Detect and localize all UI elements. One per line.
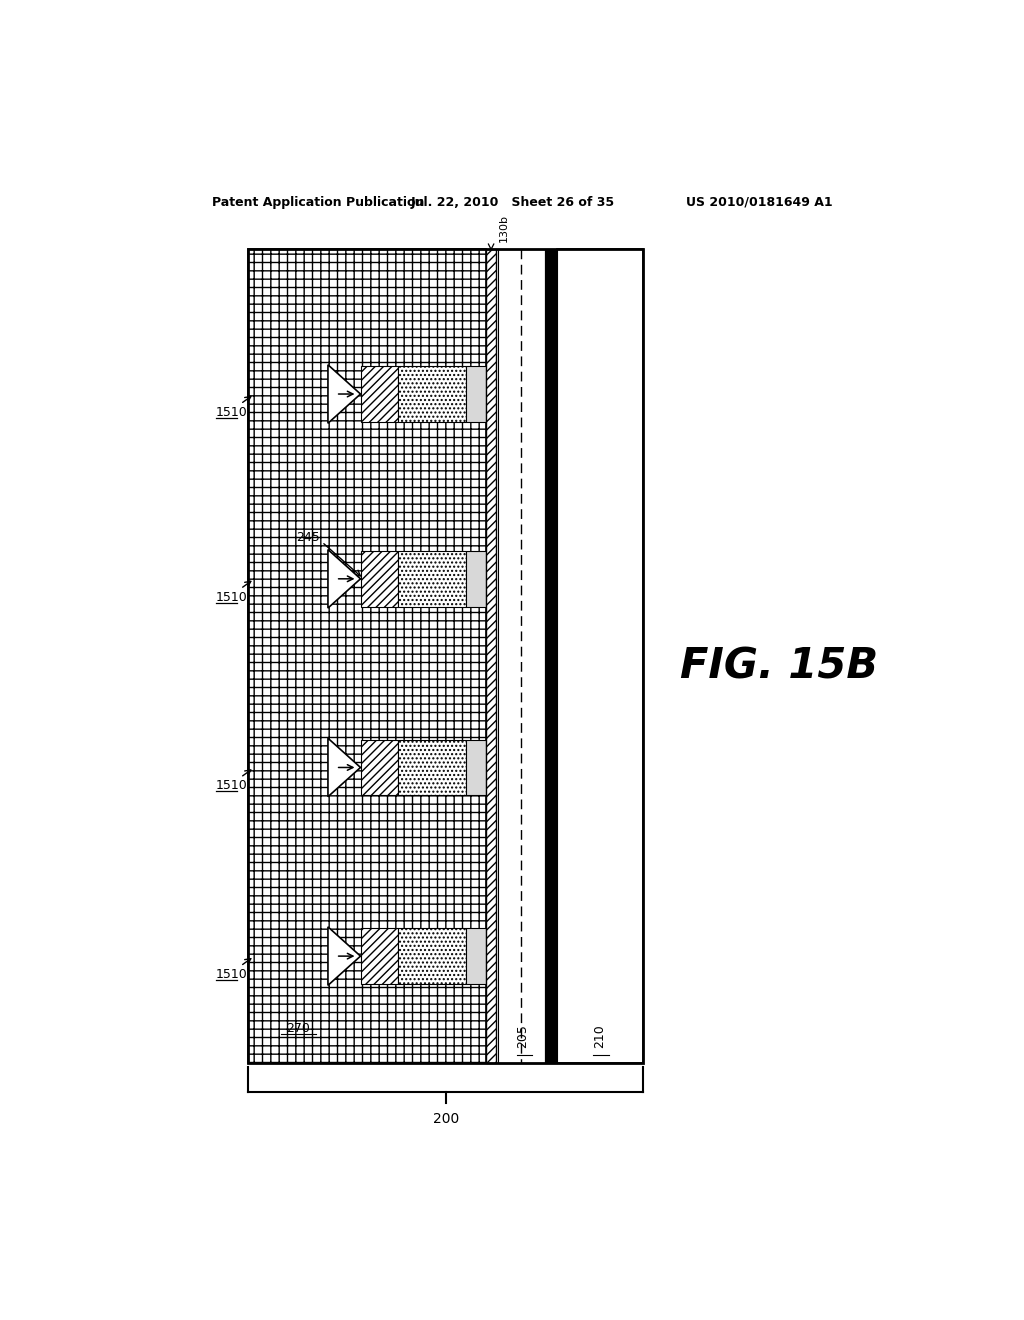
Bar: [360, 367, 397, 422]
Text: 245: 245: [297, 531, 321, 544]
Text: 1510: 1510: [216, 591, 248, 603]
Polygon shape: [328, 927, 360, 985]
Bar: [557, 249, 643, 1063]
Text: 205: 205: [516, 1024, 529, 1048]
Text: 270: 270: [287, 1022, 310, 1035]
Polygon shape: [328, 549, 360, 609]
Polygon shape: [328, 364, 360, 424]
Text: Jul. 22, 2010   Sheet 26 of 35: Jul. 22, 2010 Sheet 26 of 35: [411, 195, 615, 209]
Bar: [466, 739, 486, 795]
Text: Patent Application Publication: Patent Application Publication: [212, 195, 424, 209]
Bar: [360, 928, 397, 983]
Polygon shape: [328, 738, 360, 797]
Bar: [248, 249, 486, 1063]
Text: 200: 200: [432, 1113, 459, 1126]
Text: 1510: 1510: [216, 779, 248, 792]
Bar: [466, 367, 486, 422]
Bar: [486, 249, 496, 1063]
Text: FIG. 15B: FIG. 15B: [680, 645, 878, 688]
Bar: [397, 552, 466, 607]
Text: 1510: 1510: [216, 407, 248, 418]
Bar: [360, 552, 397, 607]
Text: 130b: 130b: [499, 214, 509, 242]
Bar: [397, 739, 466, 795]
Bar: [397, 928, 466, 983]
Bar: [360, 739, 397, 795]
Bar: [248, 249, 643, 1063]
Bar: [545, 249, 557, 1063]
Bar: [466, 928, 486, 983]
Text: 210: 210: [594, 1024, 606, 1048]
Bar: [397, 367, 466, 422]
Bar: [466, 552, 486, 607]
Text: US 2010/0181649 A1: US 2010/0181649 A1: [686, 195, 833, 209]
Text: 1510: 1510: [216, 968, 248, 981]
Bar: [498, 249, 545, 1063]
